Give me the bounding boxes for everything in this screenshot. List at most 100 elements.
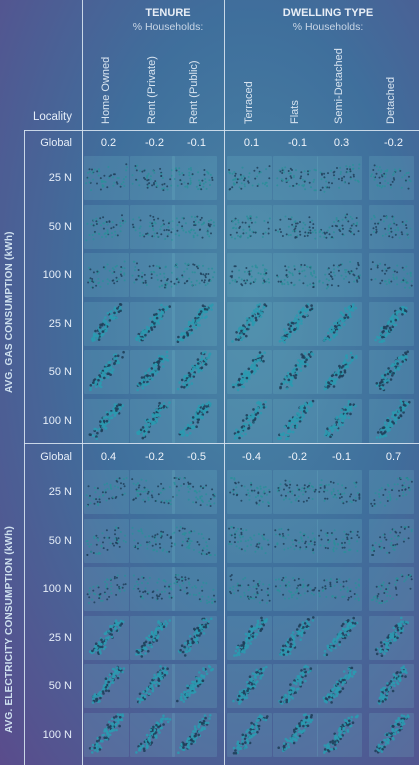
map-thumbnail (130, 350, 175, 394)
map-thumbnail (369, 398, 414, 443)
scatter-thumbnail (130, 567, 175, 611)
map-thumbnail (130, 664, 175, 708)
scatter-thumbnail (84, 567, 129, 611)
map-thumbnail (369, 664, 414, 708)
coefficient-value: 0.4 (100, 451, 117, 463)
row-label: 100 N (42, 583, 72, 595)
row-label: 50 N (48, 534, 72, 547)
map-thumbnail (84, 398, 129, 443)
coefficient-value: -0.2 (145, 137, 164, 149)
map-thumbnail (172, 398, 217, 443)
coefficient-value: 0.3 (333, 137, 350, 149)
scatter-thumbnail (84, 470, 129, 514)
dwelling-subtitle: % Households: (292, 21, 364, 33)
column-label: Semi-Detached (333, 48, 345, 124)
scatter-thumbnail (227, 470, 272, 514)
scatter-thumbnail (130, 518, 175, 563)
scatter-thumbnail (172, 253, 217, 297)
scatter-thumbnail (84, 156, 129, 200)
coefficient-value: -0.5 (187, 451, 206, 463)
gas-section-label: AVG. GAS CONSUMPTION (kWh) (4, 231, 15, 393)
row-label: 25 N (48, 317, 72, 330)
tenure-title: TENURE (145, 7, 191, 19)
map-thumbnail (84, 712, 129, 757)
scatter-thumbnail (369, 204, 414, 249)
scatter-thumbnail (317, 204, 362, 249)
group-divider (224, 0, 225, 765)
header-bottom-rule (24, 130, 419, 131)
map-thumbnail (172, 615, 217, 660)
map-thumbnail (317, 615, 362, 660)
scatter-thumbnail (227, 204, 272, 249)
coefficient-value: 0.1 (243, 137, 260, 149)
map-thumbnail (273, 301, 318, 346)
scatter-thumbnail (172, 204, 217, 249)
map-thumbnail (84, 664, 129, 708)
scatter-thumbnail (273, 518, 318, 563)
row-label: 100 N (42, 269, 72, 281)
map-thumbnail (130, 615, 175, 660)
locality-header: Locality (33, 111, 72, 123)
map-thumbnail (84, 301, 129, 346)
scatter-thumbnail (369, 518, 414, 563)
map-thumbnail (317, 712, 362, 757)
tenure-subtitle: % Households: (132, 21, 204, 33)
section-divider (24, 443, 419, 444)
map-thumbnail (273, 712, 318, 757)
map-thumbnail (130, 398, 175, 443)
column-label: Rent (Public) (188, 60, 200, 124)
row-label: 50 N (48, 366, 72, 378)
coefficient-value: -0.2 (384, 137, 403, 149)
row-label: 100 N (42, 728, 72, 741)
row-label-global: Global (40, 451, 72, 463)
column-label: Rent (Private) (146, 56, 158, 124)
map-thumbnail (227, 664, 272, 708)
map-thumbnail (227, 712, 272, 757)
map-thumbnail (273, 398, 318, 443)
electricity-section-label: AVG. ELECTRICITY CONSUMPTION (kWh) (4, 526, 15, 733)
map-thumbnail (172, 350, 217, 394)
scatter-thumbnail (172, 518, 217, 563)
row-label: 25 N (48, 631, 72, 644)
map-thumbnail (273, 615, 318, 660)
scatter-thumbnail (172, 470, 217, 514)
map-thumbnail (227, 615, 272, 660)
scatter-thumbnail (317, 470, 362, 514)
scatter-thumbnail (273, 470, 318, 514)
scatter-thumbnail (369, 567, 414, 611)
scatter-thumbnail (84, 253, 129, 297)
map-thumbnail (172, 664, 217, 708)
column-label: Detached (385, 76, 397, 124)
map-thumbnail (369, 350, 414, 394)
map-thumbnail (130, 712, 175, 757)
scatter-thumbnail (130, 470, 175, 514)
coefficient-value: -0.1 (187, 137, 206, 149)
scatter-thumbnail (317, 253, 362, 297)
coefficient-value: -0.1 (332, 451, 351, 463)
map-thumbnail (369, 615, 414, 660)
map-thumbnail (369, 301, 414, 346)
row-label: 100 N (42, 414, 72, 427)
map-thumbnail (273, 350, 318, 394)
column-label: Flats (289, 100, 301, 124)
coefficient-value: 0.2 (100, 137, 117, 149)
row-label: 25 N (48, 172, 72, 184)
coefficient-value: -0.4 (242, 451, 261, 463)
scatter-thumbnail (273, 253, 318, 297)
coefficient-value: -0.1 (288, 137, 307, 149)
map-thumbnail (317, 301, 362, 346)
scatter-thumbnail (84, 518, 129, 563)
scatter-thumbnail (317, 567, 362, 611)
coefficient-value: -0.2 (288, 451, 307, 463)
scatter-thumbnail (84, 204, 129, 249)
scatter-thumbnail (273, 567, 318, 611)
map-thumbnail (130, 301, 175, 346)
scatter-thumbnail (317, 156, 362, 200)
map-thumbnail (84, 615, 129, 660)
scatter-thumbnail (369, 253, 414, 297)
map-thumbnail (317, 398, 362, 443)
scatter-thumbnail (130, 204, 175, 249)
scatter-thumbnail (227, 156, 272, 200)
map-thumbnail (84, 350, 129, 394)
side-divider (24, 130, 25, 765)
